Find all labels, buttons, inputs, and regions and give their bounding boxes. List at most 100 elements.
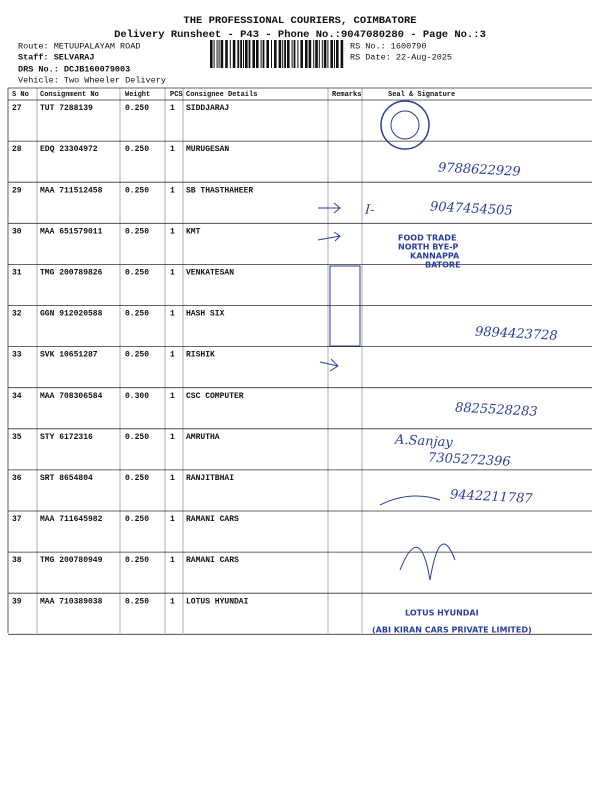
cell: 1 bbox=[170, 310, 175, 319]
stamp-text: BATORE bbox=[425, 261, 461, 270]
cell: 0.250 bbox=[125, 515, 149, 524]
cell: 29 bbox=[12, 186, 22, 195]
cell: 27 bbox=[12, 104, 22, 113]
cell: TUT 7288139 bbox=[40, 104, 93, 113]
barcode-bar bbox=[271, 40, 272, 68]
cell: 1 bbox=[170, 433, 175, 442]
cell: 1 bbox=[170, 269, 175, 278]
barcode-bar bbox=[240, 40, 242, 68]
drs-no: DRS No.: DCJB160079003 bbox=[18, 64, 130, 74]
cell: 39 bbox=[12, 597, 22, 606]
handwriting: 9894423728 bbox=[475, 325, 558, 344]
remark-box bbox=[329, 265, 361, 347]
cell: 30 bbox=[12, 227, 22, 236]
rs-date: RS Date: 22-Aug-2025 bbox=[350, 52, 452, 62]
cell: 38 bbox=[12, 556, 22, 565]
barcode-bar bbox=[308, 40, 312, 68]
barcode-bar bbox=[225, 40, 228, 68]
signature bbox=[379, 495, 441, 506]
stamp-text: FOOD TRADE bbox=[398, 234, 456, 243]
barcode-bar bbox=[243, 40, 244, 68]
cell: 0.250 bbox=[125, 433, 149, 442]
cell: 1 bbox=[170, 104, 175, 113]
column-header: Remarks bbox=[332, 91, 361, 99]
cell: MAA 711645982 bbox=[40, 515, 103, 524]
handwriting: 9442211787 bbox=[450, 488, 534, 507]
title: THE PROFESSIONAL COURIERS, COIMBATORE bbox=[183, 15, 416, 27]
column-header: S No bbox=[12, 91, 29, 99]
barcode-bar bbox=[213, 40, 215, 68]
cell: SVK 10651287 bbox=[40, 351, 98, 360]
handwriting: I- bbox=[364, 202, 375, 218]
cell: 0.250 bbox=[125, 104, 149, 113]
barcode-bar bbox=[282, 40, 284, 68]
cell: MAA 651579011 bbox=[40, 227, 103, 236]
cell: 34 bbox=[12, 392, 22, 401]
barcode-bar bbox=[293, 40, 296, 68]
cell: 0.250 bbox=[125, 186, 149, 195]
cell: 1 bbox=[170, 392, 175, 401]
barcode-bar bbox=[318, 40, 320, 68]
cell: 1 bbox=[170, 145, 175, 154]
cell: MAA 708306584 bbox=[40, 392, 103, 401]
barcode-bar bbox=[262, 40, 265, 68]
barcode-bar bbox=[248, 40, 251, 68]
column-header: Seal & Signature bbox=[388, 91, 455, 99]
cell: 0.250 bbox=[125, 145, 149, 154]
barcode-bar bbox=[274, 40, 277, 68]
cell: 0.250 bbox=[125, 351, 149, 360]
barcode-bar bbox=[245, 40, 248, 68]
cell: 1 bbox=[170, 556, 175, 565]
barcode-bar bbox=[229, 40, 231, 68]
stamp-seal bbox=[380, 100, 430, 150]
barcode-bar bbox=[291, 40, 293, 68]
cell: AMRUTHA bbox=[186, 433, 220, 442]
barcode-bar bbox=[315, 40, 318, 68]
cell: 1 bbox=[170, 597, 175, 606]
barcode-bar bbox=[216, 40, 218, 68]
cell: STY 6172316 bbox=[40, 433, 93, 442]
cell: RANJITBHAI bbox=[186, 474, 234, 483]
cell: 1 bbox=[170, 474, 175, 483]
barcode-bar bbox=[210, 40, 213, 68]
cell: 35 bbox=[12, 433, 22, 442]
barcode-bar bbox=[256, 40, 259, 68]
barcode-bar bbox=[237, 40, 240, 68]
cell: 1 bbox=[170, 351, 175, 360]
cell: SRT 8654804 bbox=[40, 474, 93, 483]
barcode-bar bbox=[323, 40, 327, 68]
barcode-bar bbox=[218, 40, 220, 68]
subtitle: Delivery Runsheet - P43 - Phone No.:9047… bbox=[114, 29, 486, 41]
cell: GGN 912020588 bbox=[40, 310, 103, 319]
cell: TMG 200789826 bbox=[40, 269, 103, 278]
cell: TMG 200780949 bbox=[40, 556, 103, 565]
cell: 33 bbox=[12, 351, 22, 360]
barcode-bar bbox=[330, 40, 333, 68]
cell: 0.250 bbox=[125, 556, 149, 565]
column-header: Consignment No bbox=[40, 91, 99, 99]
vehicle: Vehicle: Two Wheeler Delivery bbox=[18, 75, 166, 85]
barcode-bar bbox=[321, 40, 323, 68]
cell: MAA 710389038 bbox=[40, 597, 103, 606]
handwriting: 9047454505 bbox=[430, 200, 513, 219]
cell: SB THASTHAHEER bbox=[186, 186, 253, 195]
handwriting: 8825528283 bbox=[455, 401, 538, 420]
barcode-bar bbox=[232, 40, 236, 68]
cell: HASH SIX bbox=[186, 310, 225, 319]
barcode-bar bbox=[266, 40, 269, 68]
column-header: Consignee Details bbox=[186, 91, 257, 99]
barcode-bar bbox=[334, 40, 335, 68]
cell: 0.250 bbox=[125, 310, 149, 319]
cell: 1 bbox=[170, 515, 175, 524]
handwriting: 7305272396 bbox=[428, 451, 511, 470]
cell: RISHIK bbox=[186, 351, 215, 360]
arrow bbox=[317, 231, 341, 242]
cell: 1 bbox=[170, 186, 175, 195]
barcode-bar bbox=[300, 40, 303, 68]
cell: 32 bbox=[12, 310, 22, 319]
cell: LOTUS HYUNDAI bbox=[186, 597, 249, 606]
cell: RAMANI CARS bbox=[186, 515, 239, 524]
cell: CSC COMPUTER bbox=[186, 392, 244, 401]
